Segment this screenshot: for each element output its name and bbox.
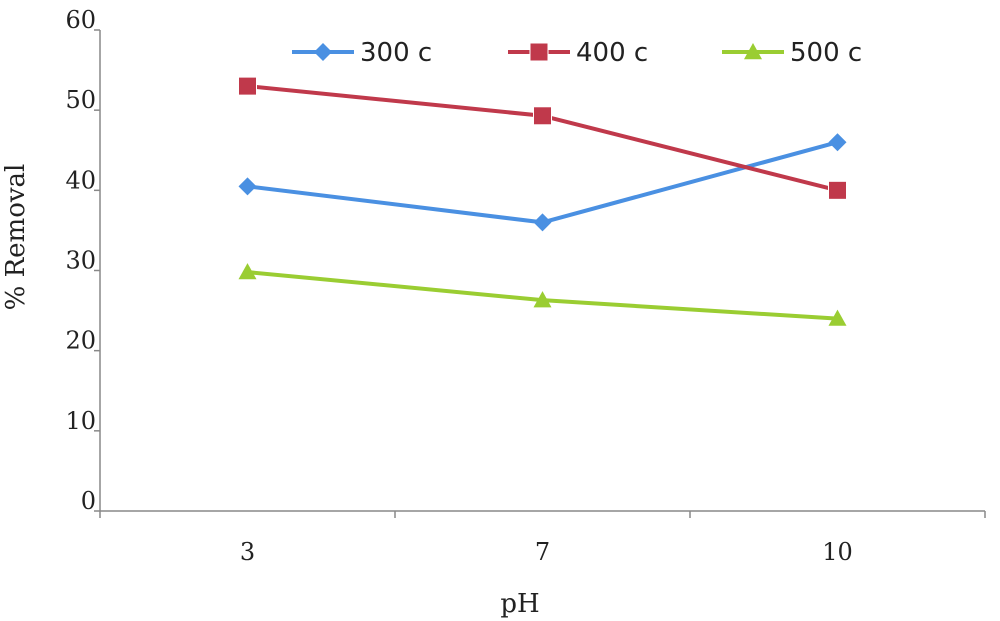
y-tick-label: 40 <box>65 166 96 194</box>
series-line <box>247 84 838 193</box>
data-point <box>828 309 847 326</box>
x-tick-label: 7 <box>535 538 550 566</box>
legend-label: 300 c <box>360 38 432 68</box>
x-tick-label: 10 <box>822 538 853 566</box>
legend: 300 c 400 c 500 c <box>292 38 862 68</box>
y-tick-label: 10 <box>65 407 96 435</box>
y-axis-title: % Removal <box>1 164 31 311</box>
series-300-c <box>238 133 847 232</box>
y-tick-label: 50 <box>65 86 96 114</box>
data-point <box>533 291 552 308</box>
legend-item: 500 c <box>722 38 862 68</box>
data-point <box>533 106 552 126</box>
data-point <box>828 180 847 200</box>
legend-marker <box>529 42 549 62</box>
series-400-c <box>238 76 847 200</box>
data-point <box>828 133 847 152</box>
legend-label: 400 c <box>576 38 648 68</box>
data-point <box>238 177 257 196</box>
data-point <box>238 263 257 280</box>
legend-marker <box>744 43 762 60</box>
legend-item: 300 c <box>292 38 432 68</box>
y-tick-label: 20 <box>65 327 96 355</box>
data-point <box>238 76 257 96</box>
x-tick-label: 3 <box>240 538 255 566</box>
legend-label: 500 c <box>790 38 862 68</box>
y-ticks: 0 10 20 30 40 50 60 <box>65 6 100 515</box>
legend-marker <box>314 43 332 61</box>
data-point <box>533 213 552 232</box>
x-axis-title: pH <box>500 589 539 619</box>
y-tick-label: 0 <box>81 487 96 515</box>
y-tick-label: 60 <box>65 6 96 34</box>
axes <box>99 30 985 512</box>
y-tick-label: 30 <box>65 247 96 275</box>
series-group <box>238 76 847 326</box>
series-line <box>247 140 839 225</box>
legend-item: 400 c <box>508 38 648 68</box>
x-ticks: 3 7 10 <box>99 511 986 566</box>
series-500-c <box>238 263 847 326</box>
